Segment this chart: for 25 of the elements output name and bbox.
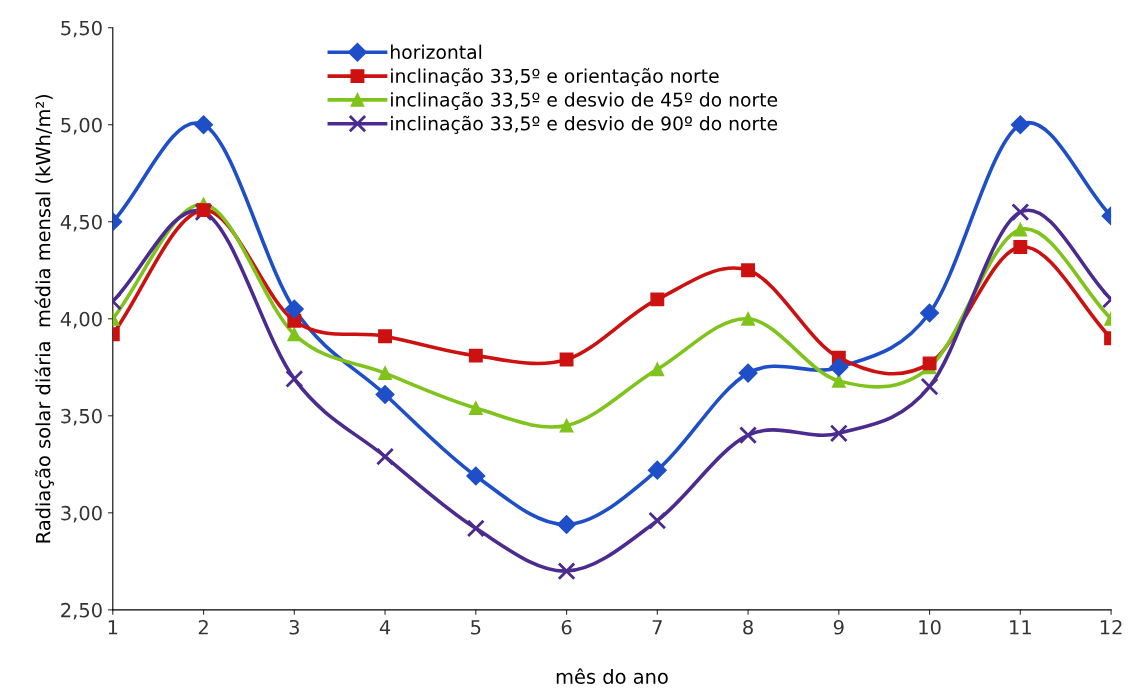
y-axis-title: Radiação solar diária média mensal (kWh/m²) [34,94,54,543]
y-tick-label: 5,00 [61,117,102,135]
x-tick-label: 9 [833,619,844,635]
legend-label: inclinação 33,5º e desvio de 90º do norte [391,115,778,134]
legend-label: inclinação 33,5º e desvio de 45º do norte [391,91,778,111]
y-tick-label: 4,00 [60,311,102,329]
x-tick-label: 12 [1100,619,1122,635]
x-tick-label: 7 [652,620,662,635]
x-tick-label: 8 [743,619,753,635]
y-tick-label: 3,50 [61,408,102,426]
x-tick-label: 1 [108,620,118,635]
x-tick-label: 5 [471,620,481,635]
x-axis-title: mês do ano [556,668,668,684]
y-tick-label: 5,50 [61,20,102,38]
x-tick-label: 11 [1010,620,1031,635]
y-tick-label: 2,50 [61,602,102,620]
y-tick-label: 4,50 [60,214,102,232]
x-tick-label: 2 [198,619,208,635]
y-tick-label: 3,00 [61,505,102,523]
x-tick-label: 6 [561,619,572,635]
x-tick-label: 3 [289,619,299,635]
x-tick-label: 10 [919,619,941,635]
x-tick-label: 4 [379,620,391,635]
legend-label: horizontal [391,44,482,60]
legend-label: inclinação 33,5º e orientação norte [391,68,719,87]
